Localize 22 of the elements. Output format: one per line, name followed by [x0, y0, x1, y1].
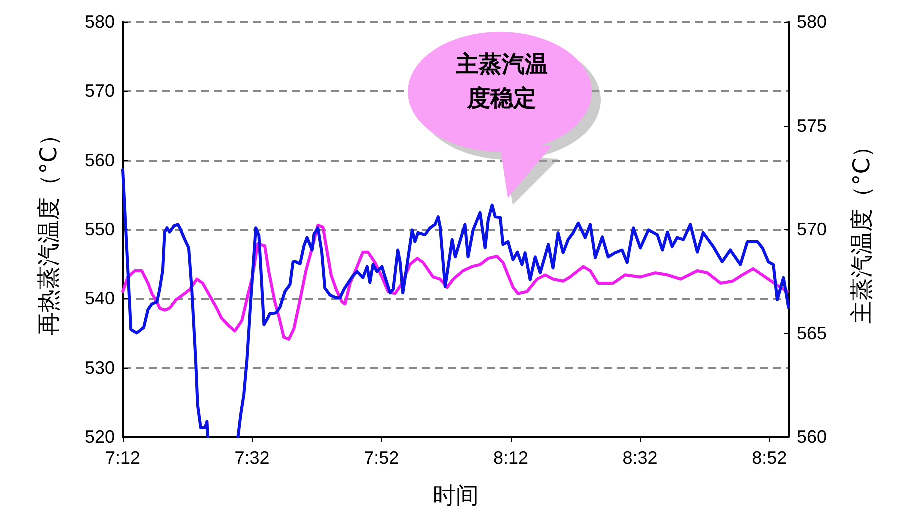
y-tick-label: 530 [84, 358, 115, 378]
x-tick-label: 8:32 [622, 448, 658, 468]
x-tick-label: 7:52 [364, 448, 400, 468]
y-tick-label: 550 [84, 220, 115, 240]
annotation: 主蒸汽温度稳定 [455, 51, 549, 114]
y-tick-label: 560 [84, 150, 115, 170]
y2-axis-title: 主蒸汽温度（°C） [850, 135, 876, 324]
x-tick-label: 8:52 [752, 448, 788, 468]
x-tick-label: 7:32 [234, 448, 270, 468]
x-axis-title: 时间 [433, 484, 479, 510]
y2-tick-label: 560 [797, 427, 828, 447]
y-tick-label: 520 [84, 427, 115, 447]
y-tick-label: 570 [84, 81, 115, 102]
y2-tick-label: 580 [797, 12, 828, 32]
y-tick-label: 580 [84, 12, 115, 32]
y2-tick-label: 570 [797, 220, 828, 240]
x-tick-label: 7:12 [105, 448, 141, 468]
x-tick-label: 8:12 [493, 448, 528, 468]
y2-tick-label: 565 [797, 323, 828, 344]
y-tick-label: 540 [84, 288, 115, 309]
y-axis-title: 再热蒸汽温度（°C） [36, 124, 62, 336]
y2-tick-label: 575 [797, 116, 828, 136]
